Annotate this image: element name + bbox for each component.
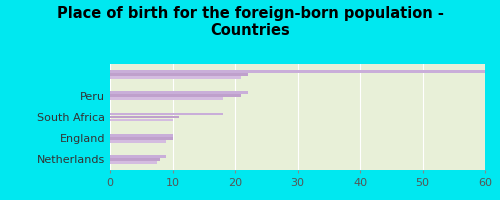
Bar [110,116,179,118]
Bar [110,140,166,143]
Bar [110,97,222,100]
Bar [110,155,166,158]
Bar [110,137,172,140]
Text: Place of birth for the foreign-born population -
Countries: Place of birth for the foreign-born popu… [56,6,444,38]
Bar [110,158,160,161]
Bar [110,70,485,73]
Bar [110,161,157,164]
Bar [110,76,241,79]
Bar [110,91,248,94]
Bar [110,113,222,115]
Bar [110,134,172,137]
Bar [110,73,248,76]
Bar [110,119,172,121]
Bar [110,94,241,97]
